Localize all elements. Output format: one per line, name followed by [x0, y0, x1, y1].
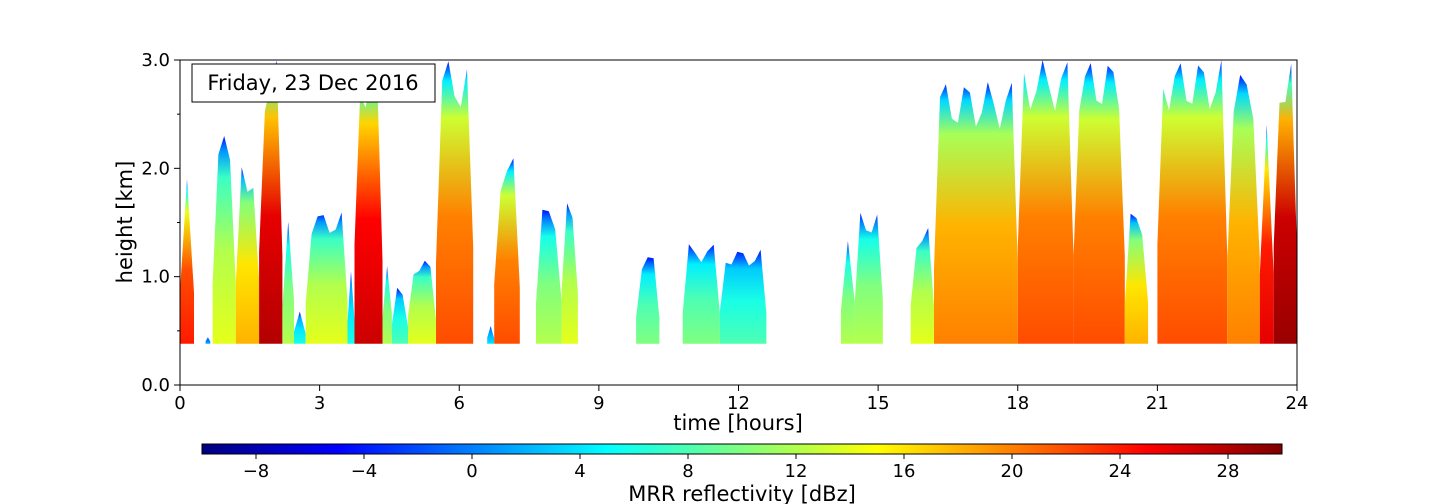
x-tick-label: 3 — [314, 393, 325, 414]
echo-column — [354, 67, 383, 344]
echo-column — [259, 60, 283, 344]
echo-column — [934, 82, 1018, 344]
echo-column — [1259, 125, 1274, 344]
echo-column — [382, 266, 392, 344]
colorbar: −8 −4 0 4 8 12 16 20 24 28 MRR reflectivity [dBz] — [201, 443, 1283, 504]
echo-column — [1227, 74, 1260, 344]
y-axis-label: height [km] — [113, 161, 137, 284]
echo-column — [305, 212, 348, 344]
colorbar-tick-label: 4 — [574, 461, 585, 482]
echo-column — [180, 179, 194, 344]
echo-column — [212, 136, 236, 344]
y-axis: 0.0 1.0 2.0 3.0 — [141, 50, 180, 396]
date-annotation-box: Friday, 23 Dec 2016 — [191, 63, 436, 103]
echo-column — [561, 203, 578, 344]
colorbar-tick-label: 0 — [466, 461, 477, 482]
echo-column — [1073, 63, 1125, 344]
echo-column — [1017, 60, 1074, 344]
echo-column — [840, 241, 855, 344]
colorbar-tick-label: 28 — [1217, 461, 1240, 482]
colorbar-tick-label: 12 — [785, 461, 808, 482]
x-axis: 0 3 6 9 12 15 18 21 24 — [174, 385, 1308, 414]
x-tick-label: 9 — [593, 393, 604, 414]
echo-column — [1273, 64, 1297, 344]
echo-column — [1124, 213, 1149, 344]
echo-column — [436, 61, 474, 344]
echo-column — [294, 311, 306, 344]
echo-column — [854, 212, 883, 344]
y-tick-label: 3.0 — [141, 50, 170, 71]
echo-column — [536, 209, 562, 344]
colorbar-tick-label: 20 — [1001, 461, 1024, 482]
echo-column — [487, 326, 495, 344]
x-tick-label: 6 — [454, 393, 465, 414]
x-tick-label: 24 — [1286, 393, 1309, 414]
x-tick-label: 15 — [867, 393, 890, 414]
colorbar-tick-label: 16 — [893, 461, 916, 482]
date-annotation-frame — [191, 63, 436, 103]
echo-column — [391, 287, 409, 344]
colorbar-label: MRR reflectivity [dBz] — [628, 482, 856, 504]
x-tick-label: 18 — [1006, 393, 1029, 414]
colorbar-tick-label: −4 — [351, 461, 378, 482]
echo-column — [282, 221, 294, 344]
colorbar-gradient — [201, 443, 1283, 455]
y-tick-label: 0.0 — [141, 375, 170, 396]
echo-column — [636, 257, 660, 344]
colorbar-ticks: −8 −4 0 4 8 12 16 20 24 28 — [243, 454, 1240, 482]
echo-column — [408, 260, 436, 344]
echo-column — [494, 158, 520, 344]
colorbar-tick-label: 24 — [1109, 461, 1132, 482]
date-annotation: Friday, 23 Dec 2016 — [207, 71, 418, 95]
echo-column — [1157, 60, 1228, 344]
y-tick-label: 2.0 — [141, 158, 170, 179]
plot-area — [179, 59, 1298, 386]
echo-column — [205, 337, 211, 344]
x-axis-label: time [hours] — [673, 411, 803, 435]
colorbar-tick-label: −8 — [243, 461, 270, 482]
echo-column — [682, 244, 720, 344]
x-tick-label: 0 — [174, 393, 185, 414]
x-tick-label: 21 — [1146, 393, 1169, 414]
y-tick-label: 1.0 — [141, 267, 170, 288]
colorbar-tick-label: 8 — [682, 461, 693, 482]
x-tick-label: 12 — [727, 393, 750, 414]
echo-column — [910, 228, 934, 344]
echo-column — [347, 271, 355, 344]
reflectivity-heatmap — [180, 60, 1297, 344]
echo-column — [719, 249, 767, 344]
echo-column — [235, 167, 260, 344]
